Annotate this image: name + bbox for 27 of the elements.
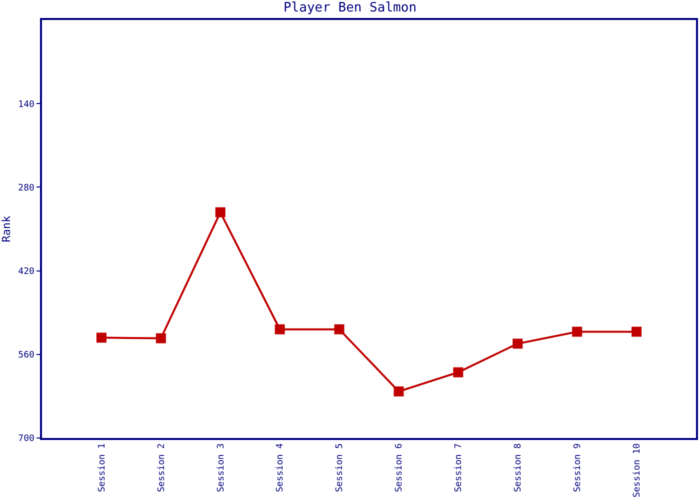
y-tick-label: 280 (18, 183, 34, 194)
point (512, 338, 523, 349)
x-tick-label: Session 9 (573, 443, 584, 492)
point (453, 367, 464, 378)
y-axis-title: Rank (0, 215, 13, 242)
point (334, 324, 344, 334)
point (632, 326, 642, 337)
y-tick-label: 560 (18, 350, 34, 361)
y-tick-label: 700 (18, 434, 34, 444)
point (394, 386, 404, 396)
x-tick-label: Session 6 (394, 443, 405, 492)
point (96, 332, 106, 343)
x-tick-label: Session 8 (514, 443, 524, 492)
x-tick-label: Session 4 (276, 443, 286, 492)
x-tick-label: Session 2 (156, 443, 167, 492)
y-tick-label: 420 (18, 266, 34, 277)
point (274, 324, 285, 334)
x-tick-label: Session 5 (335, 443, 346, 492)
point (215, 207, 226, 218)
y-tick-label: 140 (18, 100, 34, 110)
x-tick-label: Session 3 (216, 443, 226, 492)
point (572, 326, 582, 337)
x-tick-label: Session 7 (454, 443, 464, 492)
x-tick-label: Session 10 (632, 443, 642, 498)
chart-title: Player Ben Salmon (283, 0, 417, 16)
point (156, 333, 166, 344)
x-tick-label: Session 1 (97, 443, 108, 492)
